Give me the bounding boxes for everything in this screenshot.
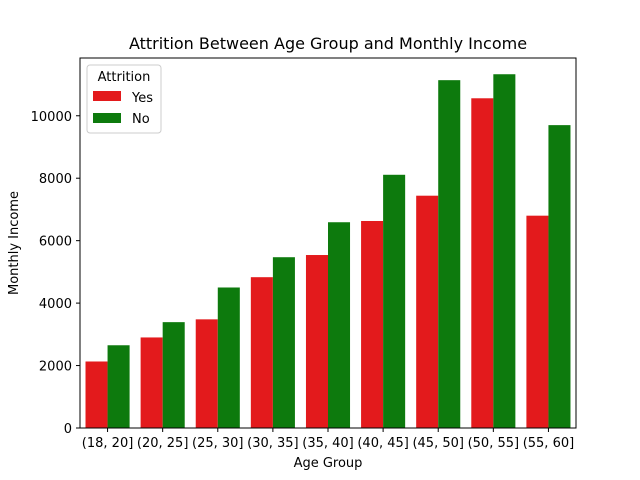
bar-no-6 (438, 80, 461, 429)
y-tick-label: 10000 (31, 110, 72, 125)
y-tick-label: 6000 (39, 235, 72, 250)
bar-yes-6 (416, 195, 439, 428)
bar-no-3 (272, 257, 295, 428)
chart-title: Attrition Between Age Group and Monthly … (129, 34, 527, 53)
bar-no-1 (162, 322, 185, 428)
bar-no-5 (383, 174, 406, 428)
x-tick-label: (20, 25] (137, 436, 189, 451)
y-tick-label: 4000 (39, 297, 72, 312)
bar-no-8 (548, 125, 571, 428)
x-axis: (18, 20] (20, 25] (25, 30] (30, 35] (35, 40]… (82, 428, 574, 451)
bar-yes-1 (140, 337, 163, 428)
bar-yes-2 (195, 319, 218, 428)
x-tick-label: (18, 20] (82, 436, 134, 451)
y-tick-label: 8000 (39, 172, 72, 187)
bar-yes-4 (305, 255, 328, 428)
legend-title: Attrition (98, 70, 151, 85)
y-tick-label: 0 (64, 422, 72, 437)
bar-yes-7 (471, 98, 494, 428)
bar-yes-5 (361, 220, 384, 428)
x-tick-label: (25, 30] (192, 436, 244, 451)
bar-no-4 (328, 222, 351, 428)
x-tick-label: (45, 50] (412, 436, 464, 451)
bar-yes-8 (526, 215, 549, 428)
legend: Attrition Yes No (86, 64, 162, 134)
y-axis: 0 2000 4000 6000 8000 10000 (31, 110, 80, 437)
legend-label-yes: Yes (131, 91, 153, 106)
y-tick-label: 2000 (39, 360, 72, 375)
bars-group (85, 74, 571, 429)
x-tick-label: (30, 35] (247, 436, 299, 451)
x-tick-label: (35, 40] (302, 436, 354, 451)
legend-swatch-yes (93, 91, 121, 101)
bar-no-7 (493, 74, 516, 429)
x-tick-label: (50, 55] (468, 436, 520, 451)
x-tick-label: (55, 60] (523, 436, 575, 451)
legend-swatch-no (93, 113, 121, 123)
x-axis-label: Age Group (294, 456, 363, 471)
bar-yes-0 (85, 361, 108, 428)
x-tick-label: (40, 45] (357, 436, 409, 451)
bar-no-2 (217, 287, 240, 428)
y-axis-label: Monthly Income (7, 191, 22, 295)
legend-label-no: No (132, 112, 150, 127)
bar-yes-3 (250, 277, 273, 428)
plot-frame (79, 57, 577, 429)
bar-no-0 (107, 345, 130, 428)
